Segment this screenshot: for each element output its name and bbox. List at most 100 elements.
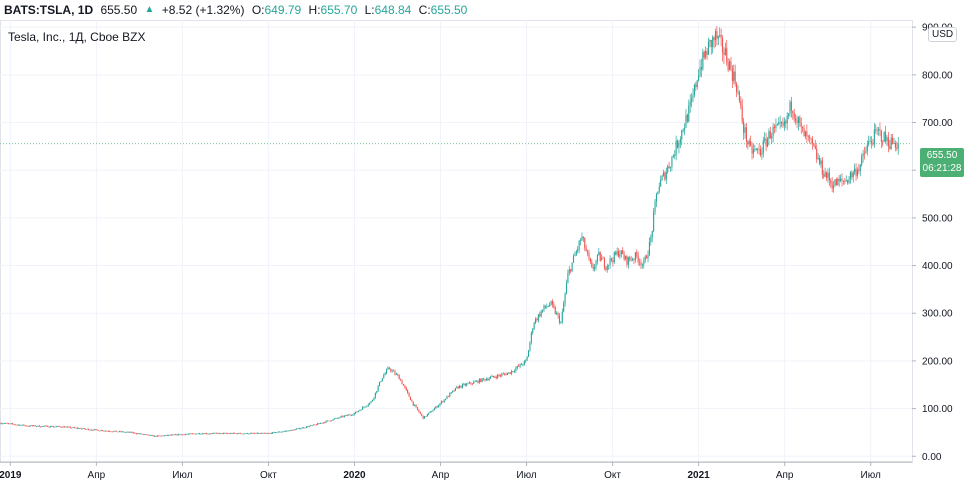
candle-body	[807, 135, 809, 137]
candle-body	[463, 384, 465, 385]
candle-body	[304, 427, 306, 429]
close-label: C:	[418, 3, 431, 17]
candle-body	[416, 407, 419, 410]
price-axis[interactable]: 0.00100.00200.00300.00400.00500.00600.00…	[912, 23, 953, 463]
candle-body	[488, 378, 490, 381]
candle-body	[221, 433, 223, 434]
candle-body	[809, 136, 811, 138]
candle-body	[291, 429, 293, 431]
candle-body	[3, 423, 5, 425]
candle-body	[16, 424, 18, 426]
candle-body	[495, 377, 497, 378]
candle-body	[187, 433, 189, 435]
candle-body	[591, 262, 593, 267]
candle-body	[523, 360, 525, 365]
candle-body	[89, 429, 91, 431]
chart-pane[interactable]: 0.00100.00200.00300.00400.00500.00600.00…	[0, 20, 973, 494]
candle-body	[811, 139, 814, 144]
candle-body	[806, 131, 808, 136]
candle-body	[256, 432, 258, 434]
candle-body	[23, 424, 25, 426]
candle-body	[818, 157, 821, 165]
candle-body	[248, 433, 250, 435]
candle-body	[720, 35, 722, 38]
candle-body	[332, 419, 334, 421]
candle-body	[781, 122, 783, 124]
candle-body	[626, 256, 628, 265]
candle-body	[892, 137, 894, 144]
candle-body	[176, 434, 178, 436]
candle-body	[640, 262, 642, 266]
candle-body	[137, 433, 139, 435]
candle-body	[449, 393, 451, 397]
candle-body	[802, 126, 804, 129]
candle-body	[643, 260, 645, 265]
chart-title[interactable]: Tesla, Inc., 1Д, Cboe BZX	[8, 30, 146, 44]
candle-body	[147, 434, 149, 436]
candle-body	[266, 433, 268, 434]
candle-body	[231, 433, 233, 434]
candle-body	[267, 433, 270, 434]
candle-body	[175, 434, 177, 436]
time-axis[interactable]: 2019 Апр Июл Окт 2020 Апр Июл Окт 2021 Апр Июл	[0, 461, 912, 481]
candle-body	[381, 378, 383, 382]
candle-body	[674, 155, 676, 157]
candle-body	[310, 425, 312, 427]
candle-body	[450, 392, 452, 394]
currency-badge[interactable]: USD	[928, 27, 958, 42]
candle-body	[542, 309, 544, 312]
candle-body	[270, 433, 272, 434]
candle-body	[228, 433, 230, 435]
candle-body	[477, 380, 479, 383]
candle-body	[334, 418, 336, 420]
last-price-tag: 655.50 06:21:28	[920, 148, 964, 177]
candle-body	[616, 250, 618, 255]
candle-body	[253, 433, 255, 435]
candle-body	[58, 426, 60, 427]
candle-body	[145, 434, 147, 436]
candle-body	[55, 426, 57, 428]
candle-body	[180, 434, 182, 436]
candle-body	[124, 432, 126, 433]
candle-body	[585, 248, 587, 252]
candle-body	[162, 435, 164, 437]
candle-body	[117, 431, 119, 433]
candle-body	[565, 283, 568, 294]
candle-body	[823, 174, 825, 177]
low-value: 648.84	[374, 3, 412, 17]
candle-body	[792, 110, 794, 114]
candle-body	[161, 435, 163, 437]
candle-body	[856, 169, 859, 176]
candle-body	[873, 129, 875, 145]
candle-body	[204, 433, 206, 435]
price-chart[interactable]: 0.00100.00200.00300.00400.00500.00600.00…	[0, 20, 973, 494]
candle-body	[393, 370, 395, 372]
candle-body	[491, 375, 493, 377]
candle-body	[783, 121, 785, 126]
symbol-label[interactable]: BATS:TSLA, 1D	[4, 3, 94, 17]
candle-body	[560, 321, 562, 323]
candle-body	[698, 75, 700, 81]
candle-body	[408, 392, 410, 397]
candle-body	[281, 431, 284, 433]
candle-body	[422, 415, 424, 419]
candle-body	[515, 368, 517, 371]
candle-body	[699, 67, 701, 76]
candle-body	[747, 141, 749, 145]
candle-body	[272, 432, 274, 434]
candle-body	[773, 126, 776, 129]
candle-body	[870, 140, 873, 144]
candle-body	[123, 431, 125, 433]
y-tick-label: 0.00	[922, 452, 942, 463]
candle-body	[66, 426, 69, 428]
candle-body	[201, 433, 203, 435]
candle-body	[92, 429, 94, 431]
candle-body	[824, 172, 826, 177]
candle-body	[703, 51, 705, 58]
ohlc-header: BATS:TSLA, 1D 655.50 ▲ +8.52 (+1.32%) O:…	[0, 0, 973, 20]
candle-body	[71, 427, 73, 429]
candle-body	[682, 130, 684, 131]
candle-body	[348, 414, 350, 416]
candle-body	[543, 305, 545, 310]
candle-body	[436, 406, 438, 408]
